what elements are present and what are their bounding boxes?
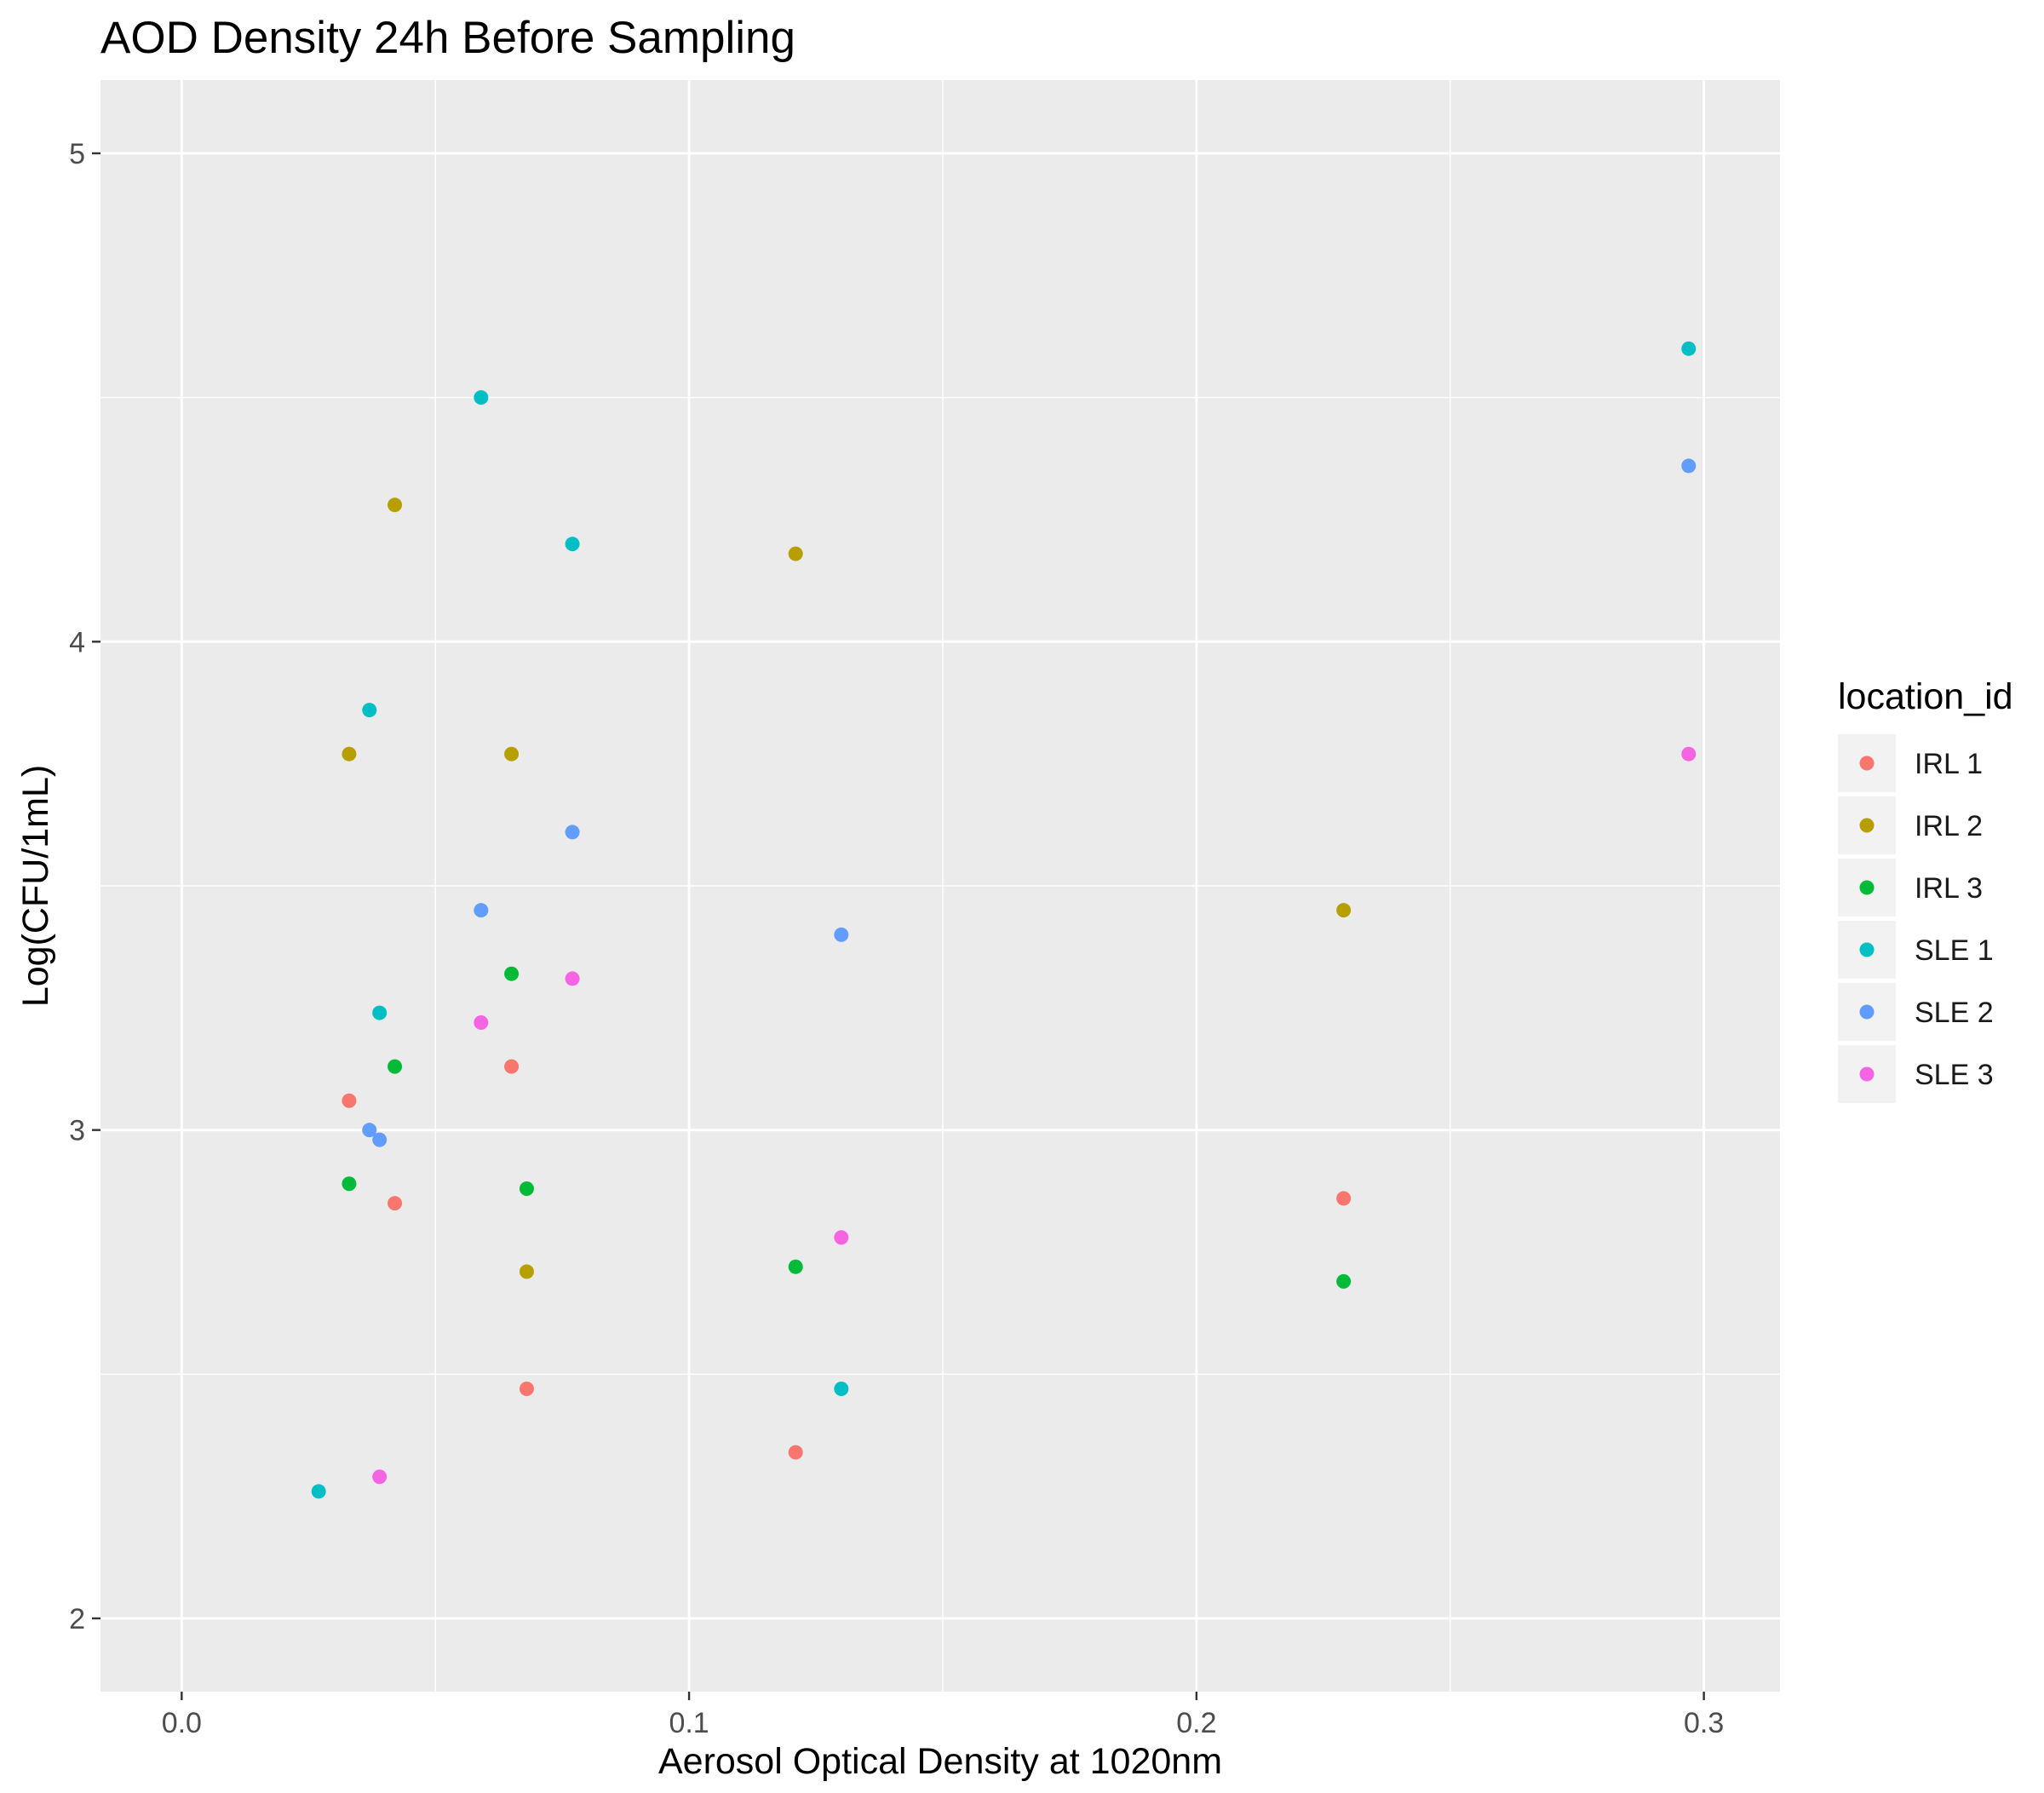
legend-swatch-sle-1 [1859,942,1875,957]
legend-label-irl-1: IRL 1 [1915,748,1983,780]
y-axis: 2 3 4 5 [69,138,100,1635]
chart-title: AOD Density 24h Before Sampling [100,13,795,63]
data-points [311,341,1697,1499]
point-sle-3 [1681,746,1697,761]
point-sle-2 [565,825,580,840]
point-irl-1 [388,1196,403,1211]
y-tick-label: 3 [69,1115,85,1147]
x-tick-label: 0.3 [1684,1707,1724,1739]
point-sle-1 [1681,341,1697,356]
point-irl-1 [504,1059,520,1074]
point-irl-2 [504,746,520,761]
point-irl-2 [342,746,357,761]
point-irl-1 [342,1093,357,1108]
point-sle-1 [474,390,489,405]
legend-swatch-irl-2 [1859,818,1875,833]
legend-label-sle-2: SLE 2 [1915,997,1994,1029]
point-irl-3 [519,1181,534,1196]
point-sle-2 [1681,458,1697,474]
point-sle-1 [372,1005,388,1020]
x-tick-label: 0.1 [669,1707,709,1739]
point-sle-1 [311,1484,326,1499]
point-irl-2 [519,1264,534,1279]
point-irl-3 [1336,1273,1352,1289]
point-sle-3 [474,1015,489,1031]
legend-swatch-irl-3 [1859,880,1875,895]
y-tick-label: 4 [69,626,85,658]
point-sle-1 [362,703,377,718]
x-tick-label: 0.0 [162,1707,202,1739]
point-irl-2 [388,497,403,513]
point-sle-2 [362,1123,377,1138]
point-irl-2 [788,546,803,561]
point-irl-3 [504,966,520,981]
y-tick-label: 2 [69,1603,85,1635]
x-tick-label: 0.2 [1176,1707,1216,1739]
point-irl-1 [519,1382,534,1397]
grid-minor [100,80,1780,1692]
point-sle-3 [834,1230,849,1245]
point-sle-1 [834,1382,849,1397]
point-irl-1 [1336,1191,1352,1206]
point-irl-3 [388,1059,403,1074]
point-sle-3 [372,1469,388,1485]
point-irl-3 [788,1259,803,1274]
point-sle-1 [565,537,580,552]
legend-swatch-irl-1 [1859,756,1875,771]
legend-items: IRL 1 IRL 2 IRL 3 SLE 1 SLE 2 SLE 3 [1838,734,1994,1103]
legend-label-irl-3: IRL 3 [1915,872,1983,905]
legend-swatch-sle-2 [1859,1004,1875,1020]
y-tick-label: 5 [69,138,85,170]
legend: location_id IRL 1 IRL 2 IRL 3 SLE 1 SLE 2 SLE… [1838,676,2013,1103]
point-sle-2 [474,903,489,918]
legend-label-sle-1: SLE 1 [1915,934,1994,967]
grid-major [100,80,1780,1692]
point-sle-2 [834,927,849,942]
legend-swatch-sle-3 [1859,1066,1875,1082]
legend-title: location_id [1838,676,2013,717]
x-axis: 0.0 0.1 0.2 0.3 [162,1692,1724,1739]
point-irl-3 [342,1176,357,1192]
point-irl-1 [788,1445,803,1460]
point-sle-2 [372,1132,388,1147]
x-axis-title: Aerosol Optical Density at 1020nm [658,1741,1222,1782]
legend-label-sle-3: SLE 3 [1915,1059,1994,1091]
legend-label-irl-2: IRL 2 [1915,810,1983,842]
point-irl-2 [1336,903,1352,918]
point-sle-3 [565,971,580,986]
y-axis-title: Log(CFU/1mL) [15,765,56,1007]
